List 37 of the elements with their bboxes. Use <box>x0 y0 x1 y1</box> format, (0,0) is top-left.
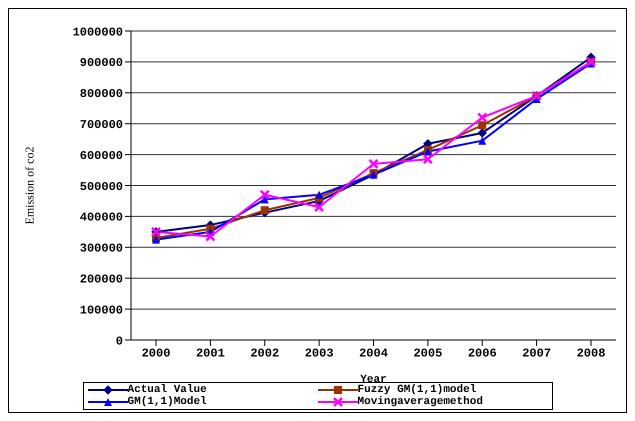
legend-label: GM(1,1)Model <box>128 396 207 408</box>
legend-label: Movingaveragemethod <box>358 396 483 408</box>
x-tick-label: 2001 <box>196 346 225 361</box>
y-axis-title: Emission of co2 <box>22 146 36 224</box>
y-tick-label: 800000 <box>80 87 123 102</box>
x-tick-label: 2008 <box>576 346 606 361</box>
legend-label: Fuzzy GM(1,1)model <box>358 384 476 396</box>
x-axis-title: Year <box>360 374 387 386</box>
point <box>478 136 486 145</box>
y-tick-label: 900000 <box>80 56 123 70</box>
point <box>260 190 270 200</box>
x-tick-label: 2007 <box>522 346 552 361</box>
y-tick-label: 500000 <box>80 180 123 194</box>
point <box>314 202 324 212</box>
y-tick-label: 400000 <box>80 210 123 225</box>
x-tick-label: 2002 <box>250 346 280 361</box>
x-tick-label: 2005 <box>413 346 442 361</box>
point <box>260 206 269 214</box>
point <box>368 158 379 170</box>
x-tick-label: 2006 <box>468 346 497 361</box>
y-tick-label: 600000 <box>80 148 123 163</box>
y-tick-label: 1000000 <box>72 25 123 40</box>
point <box>315 190 324 199</box>
legend-label: Actual Value <box>128 384 207 396</box>
point <box>422 154 434 164</box>
x-tick-label: 2003 <box>304 346 334 361</box>
y-tick-label: 200000 <box>80 272 123 286</box>
y-tick-label: 100000 <box>80 303 123 318</box>
y-tick-label: 300000 <box>80 242 123 256</box>
point <box>478 121 486 130</box>
x-tick-label: 2004 <box>359 346 388 361</box>
point <box>477 112 488 123</box>
x-tick-label: 2000 <box>142 346 170 361</box>
point <box>205 231 216 242</box>
y-tick-label: 700000 <box>80 118 123 132</box>
point <box>478 128 487 138</box>
y-tick-label: 0 <box>116 334 123 348</box>
